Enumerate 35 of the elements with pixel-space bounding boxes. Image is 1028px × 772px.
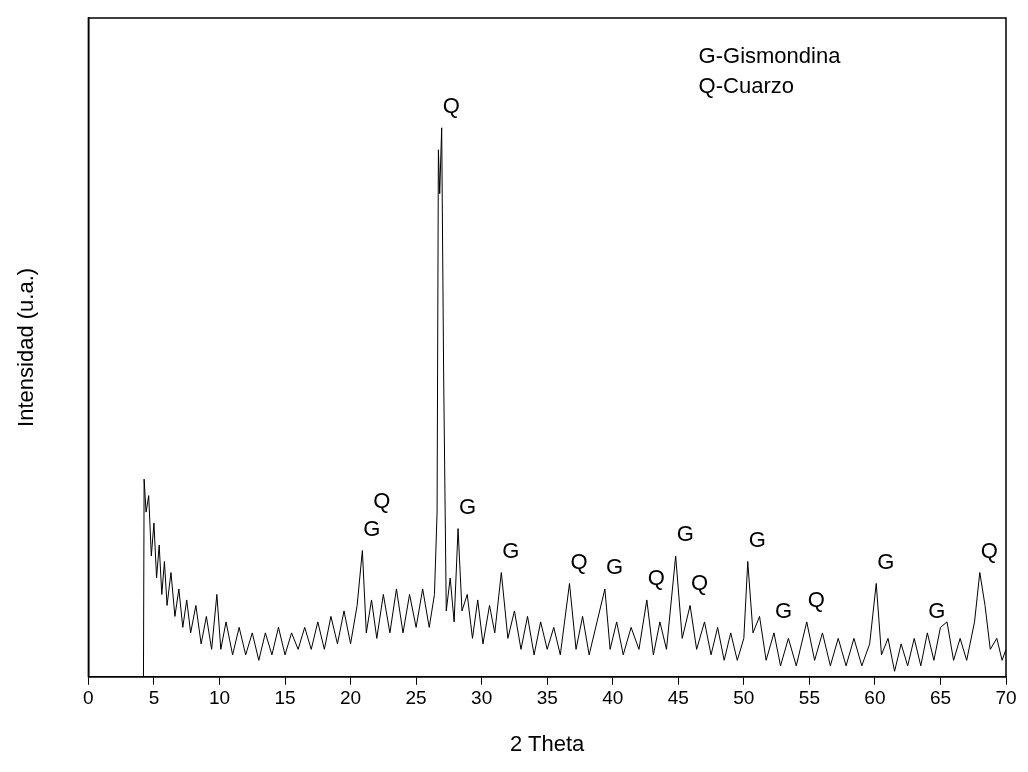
annotation: Q [570,548,588,574]
annotation: G [676,521,694,547]
text: G-Gismondina [698,43,842,69]
text: Q-Cuarzo [698,73,794,99]
x-tick-label: 5 [148,687,160,709]
annotation: G [748,526,766,552]
annotation: G [502,537,520,563]
y-axis-title: Intensidad (u.a.) [13,267,39,427]
annotation: G [459,493,477,519]
annotation: G [877,548,895,574]
x-tick-label: 35 [536,687,558,709]
x-tick-label: 15 [274,687,296,709]
annotation: Q [373,487,391,513]
x-tick-label: 30 [471,687,493,709]
x-tick-label: 60 [864,687,886,709]
annotation: G [928,597,946,623]
annotation: G [605,554,623,580]
x-tick-label: 25 [405,687,427,709]
x-tick-label: 45 [667,687,689,709]
annotation: G [363,515,381,541]
annotation: Q [442,92,460,118]
x-tick-label: 50 [733,687,755,709]
x-axis-title: 2 Theta [510,730,586,756]
x-tick-label: 65 [929,687,952,709]
x-tick-label: 20 [340,687,362,709]
annotation: Q [807,586,825,612]
annotation: Q [691,570,709,596]
x-tick-label: 10 [208,687,231,709]
annotation: Q [647,565,665,590]
annotation: Q [980,537,998,563]
annotation: G [774,597,793,623]
x-tick-label: 70 [995,687,1017,709]
x-tick-label: 40 [602,687,624,709]
x-tick-label: 0 [83,687,94,709]
x-tick-label: 55 [798,687,820,709]
